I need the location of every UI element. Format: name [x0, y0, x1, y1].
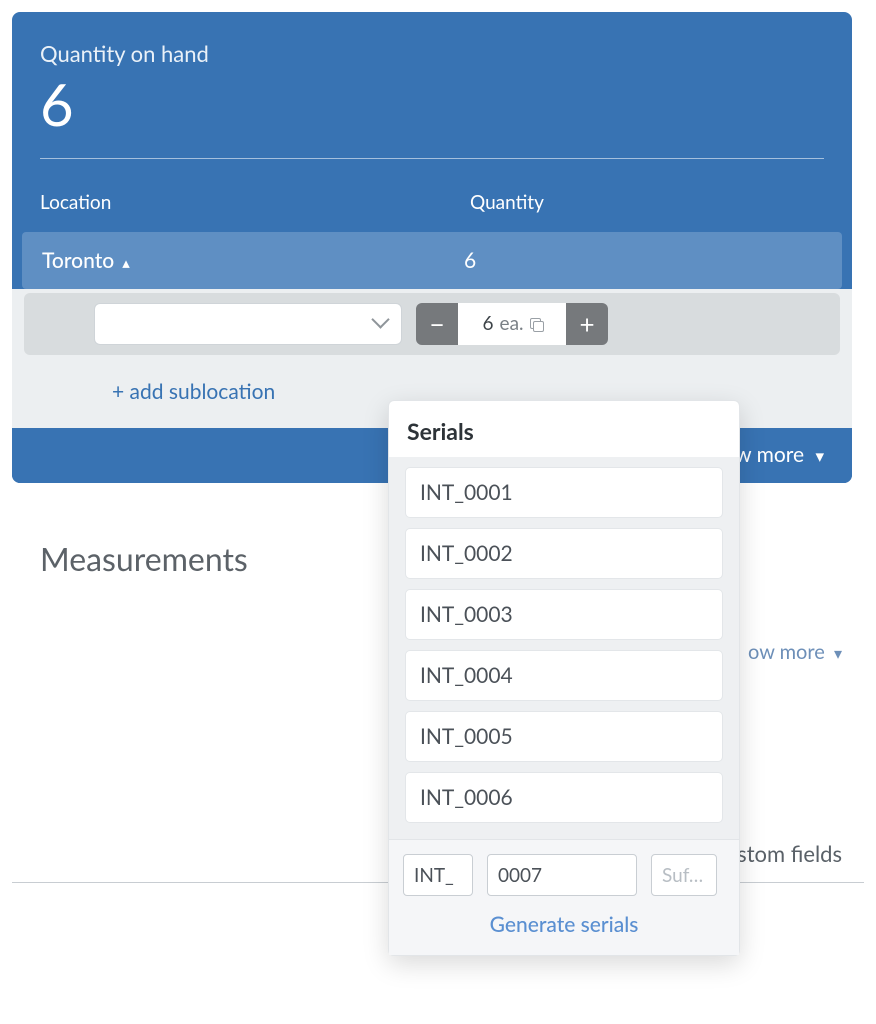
serial-item[interactable]: INT_0004	[405, 650, 723, 701]
copy-icon[interactable]	[530, 318, 542, 330]
stepper-minus-button[interactable]: −	[416, 303, 458, 345]
triangle-down-icon	[809, 442, 824, 467]
serial-number-input[interactable]	[487, 854, 637, 896]
header-divider	[40, 158, 824, 159]
serial-prefix-input[interactable]	[403, 854, 473, 896]
card-show-more-label: w more	[735, 442, 804, 467]
add-sublocation-link[interactable]: + add sublocation	[112, 379, 275, 404]
qoh-value: 6	[40, 75, 824, 136]
custom-fields-label: ustom fields	[725, 840, 842, 867]
sublocation-row: − 6 ea. +	[24, 293, 840, 355]
card-header: Quantity on hand 6	[12, 12, 852, 173]
serial-inputs-row	[403, 854, 725, 896]
side-show-more-label: ow more	[748, 640, 825, 664]
col-quantity-header: Quantity	[470, 191, 824, 214]
sublocation-select[interactable]	[94, 303, 402, 345]
col-location-header: Location	[40, 191, 470, 214]
triangle-down-icon	[830, 640, 842, 664]
stepper-value-unit: ea.	[500, 312, 524, 335]
serials-title: Serials	[389, 401, 739, 457]
expand-up-icon[interactable]	[122, 248, 130, 273]
location-qty: 6	[464, 248, 476, 273]
quantity-stepper: − 6 ea. +	[416, 303, 608, 345]
generate-serials-link[interactable]: Generate serials	[403, 912, 725, 937]
location-name-text: Toronto	[42, 248, 114, 273]
chevron-down-icon	[374, 312, 387, 336]
qoh-label: Quantity on hand	[40, 40, 824, 67]
stepper-plus-button[interactable]: +	[566, 303, 608, 345]
location-name: Toronto	[42, 248, 464, 273]
table-row[interactable]: Toronto 6	[22, 232, 842, 289]
serial-item[interactable]: INT_0002	[405, 528, 723, 579]
serial-item[interactable]: INT_0003	[405, 589, 723, 640]
table-header: Location Quantity	[12, 173, 852, 232]
serials-body: INT_0001 INT_0002 INT_0003 INT_0004 INT_…	[389, 457, 739, 839]
serials-popover: Serials INT_0001 INT_0002 INT_0003 INT_0…	[388, 400, 740, 956]
side-show-more-link[interactable]: ow more	[748, 640, 842, 664]
serials-footer: Generate serials	[389, 839, 739, 955]
serial-item[interactable]: INT_0005	[405, 711, 723, 762]
stepper-value-num: 6	[483, 312, 494, 335]
stepper-value[interactable]: 6 ea.	[458, 303, 566, 345]
serial-item[interactable]: INT_0006	[405, 772, 723, 823]
serial-item[interactable]: INT_0001	[405, 467, 723, 518]
serial-suffix-input[interactable]	[651, 854, 717, 896]
